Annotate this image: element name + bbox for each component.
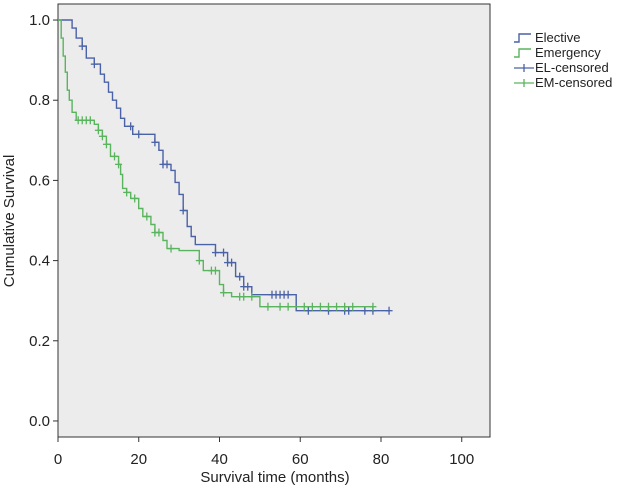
censor-mark-emergency: [220, 288, 228, 297]
censor-mark-emergency: [167, 244, 175, 253]
censor-mark-emergency: [300, 302, 308, 311]
censor-mark-elective: [361, 306, 369, 315]
legend-label: Elective: [535, 30, 581, 45]
censor-mark-elective: [211, 248, 219, 257]
legend-entry: Elective: [514, 30, 581, 45]
y-tick-label: 0.8: [29, 92, 50, 109]
y-tick-label: 0.4: [29, 253, 50, 270]
y-tick-label: 0.6: [29, 172, 50, 189]
censor-mark-emergency: [115, 160, 123, 169]
censor-mark-emergency: [284, 302, 292, 311]
censor-mark-emergency: [94, 126, 102, 135]
censor-mark-elective: [151, 138, 159, 147]
censor-mark-emergency: [155, 228, 163, 237]
x-axis-title: Survival time (months): [200, 469, 349, 485]
x-tick-label: 40: [211, 451, 228, 468]
censor-mark-elective: [284, 290, 292, 299]
legend-swatch: [514, 33, 531, 43]
censor-mark-emergency: [276, 302, 284, 311]
censor-mark-emergency: [316, 302, 324, 311]
x-tick-label: 60: [292, 451, 309, 468]
legend-entry: EM-censored: [514, 75, 612, 90]
series-layer: [58, 19, 393, 315]
censor-mark-emergency: [211, 266, 219, 275]
legend-label: Emergency: [535, 45, 601, 60]
censor-mark-elective: [163, 160, 171, 169]
censor-mark-elective: [244, 282, 252, 291]
legend-entry: EL-censored: [514, 60, 609, 75]
censor-mark-elective: [236, 272, 244, 281]
x-tick-label: 80: [373, 451, 390, 468]
legend-label: EL-censored: [535, 60, 609, 75]
censor-mark-elective: [78, 42, 86, 51]
censor-mark-emergency: [195, 256, 203, 265]
censor-mark-emergency: [111, 152, 119, 161]
censor-mark-emergency: [98, 132, 106, 141]
censor-mark-elective: [135, 130, 143, 139]
censor-mark-emergency: [123, 188, 131, 197]
plot-area: [57, 3, 491, 438]
censor-mark-emergency: [308, 302, 316, 311]
censor-mark-emergency: [86, 116, 94, 125]
censor-mark-emergency: [264, 302, 272, 311]
censor-mark-emergency: [248, 292, 256, 301]
censor-mark-elective: [127, 122, 135, 131]
y-axis-title: Cumulative Survival: [1, 155, 18, 288]
legend-swatch: [514, 48, 531, 58]
x-tick-label: 20: [130, 451, 147, 468]
censor-mark-emergency: [349, 302, 357, 311]
censor-mark-emergency: [240, 292, 248, 301]
censor-mark-emergency: [325, 302, 333, 311]
y-tick-label: 1.0: [29, 12, 50, 29]
censor-mark-emergency: [333, 302, 341, 311]
censor-mark-emergency: [143, 212, 151, 221]
censor-mark-emergency: [102, 140, 110, 149]
censor-mark-elective: [345, 306, 353, 315]
censor-mark-emergency: [131, 194, 139, 203]
axis-ticks: 0 20 40 60 80 100 0.0 0.2 0.4 0.6 0.8 1.0: [29, 12, 474, 468]
legend-entry: Emergency: [514, 45, 601, 60]
censor-mark-emergency: [369, 302, 377, 311]
censor-mark-elective: [304, 306, 312, 315]
censor-mark-elective: [179, 206, 187, 215]
censor-mark-elective: [228, 258, 236, 267]
series-elective: [58, 19, 393, 315]
x-tick-label: 0: [54, 451, 62, 468]
series-emergency: [58, 19, 377, 311]
censor-mark-elective: [220, 248, 228, 257]
y-tick-label: 0.2: [29, 333, 50, 350]
censor-mark-emergency: [341, 302, 349, 311]
censor-mark-elective: [90, 60, 98, 69]
x-tick-label: 100: [449, 451, 474, 468]
y-tick-label: 0.0: [29, 413, 50, 430]
censor-mark-elective: [385, 306, 393, 315]
legend-label: EM-censored: [535, 75, 612, 90]
